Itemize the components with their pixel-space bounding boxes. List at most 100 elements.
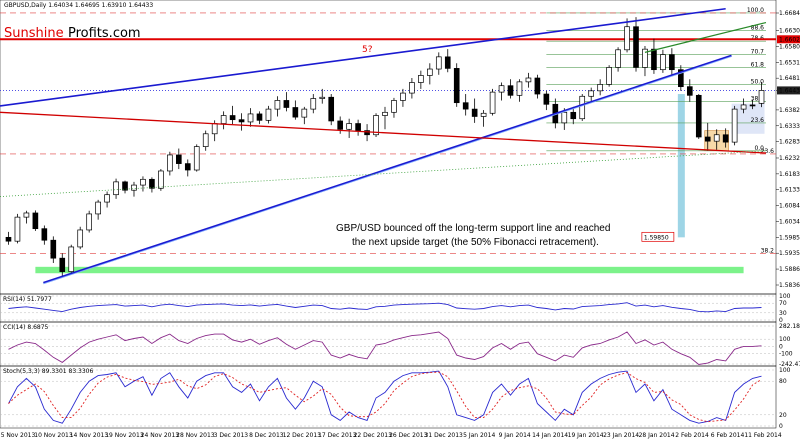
stoch-d-line: [8, 371, 762, 423]
bearish-candle: [292, 107, 299, 118]
bullish-candle: [220, 115, 227, 124]
bullish-candle: [642, 48, 648, 68]
bullish-candle: [713, 134, 720, 142]
bearish-candle: [149, 178, 155, 189]
fib-label: 38.2: [751, 96, 765, 103]
bearish-candle: [507, 85, 514, 96]
indicator-tick-label: 70: [779, 300, 787, 307]
bullish-candle: [588, 90, 595, 97]
bearish-candle: [686, 86, 693, 96]
bearish-candle: [570, 111, 577, 120]
bullish-candle: [435, 56, 442, 70]
bearish-candle: [543, 93, 550, 105]
bearish-candle: [175, 154, 182, 164]
date-tick-label: 23 Jan 2014: [603, 432, 639, 439]
chart-title-line: GBPUSD,Daily 1.64034 1.64695 1.63910 1.6…: [4, 2, 153, 9]
bearish-candle: [704, 136, 711, 142]
bearish-candle: [238, 119, 245, 123]
background-layer: 100.088.678.670.761.850.038.223.60.023.6…: [0, 7, 776, 274]
indicators-layer: 10070300282.18461000-100-242.47361008020…: [0, 293, 800, 430]
bullish-candle: [158, 170, 164, 189]
bullish-candle: [624, 26, 630, 51]
bullish-candle: [274, 100, 281, 110]
candles-layer: [5, 17, 765, 277]
fib-label: 88.6: [751, 25, 765, 32]
bullish-candle: [382, 111, 388, 116]
cci-label: CCI(14) 8.6875: [3, 324, 49, 331]
price-tick-label: 1.61335: [779, 187, 800, 194]
highlighted-price-text: 1.64433: [779, 87, 800, 94]
date-tick-label: 10 Nov 2013: [34, 432, 73, 439]
price-tick-label: 1.65310: [779, 59, 800, 66]
bearish-candle: [364, 130, 370, 136]
bullish-candle: [86, 213, 92, 231]
date-tick-label: 6 Feb 2014: [711, 432, 745, 439]
bearish-candle: [633, 26, 639, 68]
bullish-candle: [77, 229, 84, 248]
bearish-candle: [444, 56, 451, 69]
bearish-candle: [462, 102, 469, 110]
highlighted-price-text: 1.66028: [779, 36, 800, 43]
price-tick-label: 1.59355: [779, 250, 800, 257]
comment-line-1: GBP/USD bounced off the long-term suppor…: [336, 223, 610, 234]
price-tick-label: 1.65805: [779, 43, 800, 50]
highlighted-price-box: [777, 35, 800, 44]
bullish-candle: [427, 68, 433, 76]
date-tick-label: 5 Nov 2013: [1, 432, 36, 439]
date-tick-label: 12 Dec 2013: [283, 432, 322, 439]
bearish-candle: [283, 100, 290, 108]
price-tick-label: 1.59850: [779, 234, 800, 241]
bearish-candle: [471, 108, 478, 117]
fib-label: 100.0: [747, 7, 764, 14]
rsi-label: RSI(14) 51.7977: [3, 296, 52, 303]
bullish-candle: [265, 108, 272, 121]
bullish-candle: [740, 104, 747, 110]
date-tick-label: 22 Dec 2013: [354, 432, 393, 439]
indicator-tick-label: 282.1846: [779, 323, 800, 330]
stoch-label: Stoch(5,3,3) 89.3301 83.3306: [3, 368, 94, 375]
date-tick-label: 19 Jan 2014: [568, 432, 604, 439]
bearish-candle: [41, 228, 48, 241]
bullish-candle: [579, 95, 586, 120]
price-tick-label: 1.62325: [779, 155, 800, 162]
date-tick-label: 24 Nov 2013: [141, 432, 180, 439]
bearish-candle: [256, 113, 263, 121]
date-tick-label: 2 Feb 2014: [675, 432, 709, 439]
support-zone: [35, 266, 744, 274]
date-tick-label: 17 Dec 2013: [318, 432, 357, 439]
bullish-candle: [211, 123, 218, 135]
bearish-candle: [328, 96, 335, 122]
bullish-candle: [418, 75, 424, 83]
bearish-candle: [678, 69, 684, 88]
price-tick-label: 1.66848: [779, 10, 800, 17]
bearish-candle: [50, 239, 57, 259]
price-tick-label: 1.60840: [779, 203, 800, 210]
indicator-tick-label: -242.4736: [779, 361, 800, 368]
bullish-candle: [104, 194, 110, 203]
bullish-candle: [140, 178, 146, 186]
bearish-candle: [651, 48, 657, 71]
bearish-candle: [122, 181, 128, 191]
indicator-tick-label: 0: [779, 317, 783, 324]
brand-logo-right: Profits.com: [68, 26, 141, 41]
bullish-candle: [373, 115, 379, 136]
brand-logo-left: Sunshine: [4, 26, 64, 41]
indicator-tick-label: -100: [779, 351, 793, 358]
bullish-candle: [301, 108, 308, 118]
overlay-layer: 1.59850: [0, 7, 767, 285]
bullish-candle: [23, 212, 30, 218]
bearish-candle: [534, 77, 541, 95]
price-tick-label: 1.63330: [779, 123, 800, 130]
target-projection-bar: [677, 94, 685, 238]
bullish-candle: [346, 123, 352, 130]
bullish-candle: [615, 49, 621, 68]
indicator-tick-label: 100: [779, 293, 791, 300]
bullish-candle: [516, 81, 523, 96]
price-tick-label: 1.64815: [779, 75, 800, 82]
date-tick-label: 14 Nov 2013: [70, 432, 109, 439]
indicator-tick-label: 100: [779, 367, 791, 374]
bullish-candle: [68, 246, 75, 272]
price-tick-label: 1.61830: [779, 171, 800, 178]
price-tick-label: 1.58363: [779, 282, 800, 289]
